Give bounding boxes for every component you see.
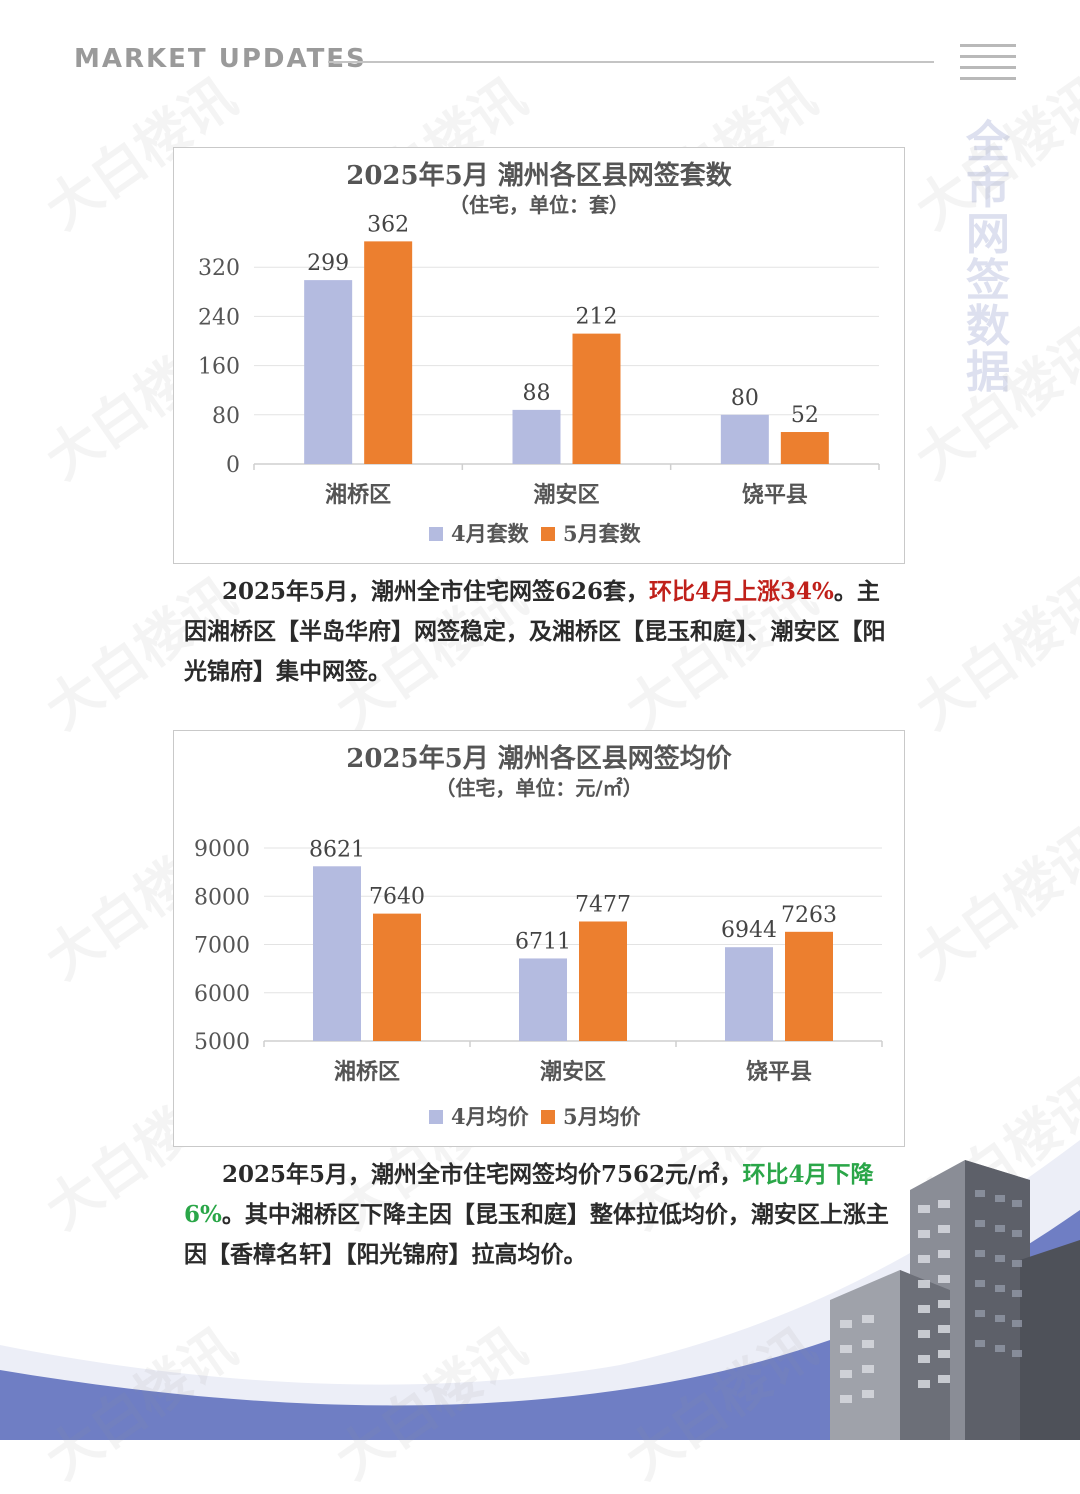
- data-label: 52: [791, 403, 819, 428]
- bar-may: [780, 432, 829, 464]
- legend-label: 5月均价: [563, 1104, 642, 1129]
- y-tick-label: 9000: [194, 837, 250, 862]
- y-tick-label: 240: [198, 305, 240, 330]
- data-label: 7263: [781, 903, 837, 928]
- y-tick-label: 6000: [194, 982, 250, 1007]
- category-label: 潮安区: [540, 1059, 606, 1085]
- y-tick-label: 160: [198, 355, 240, 380]
- bar-april: [304, 280, 353, 464]
- bar-may: [579, 921, 627, 1041]
- y-tick-label: 7000: [194, 934, 250, 959]
- legend-label: 5月套数: [563, 521, 642, 546]
- data-label: 362: [367, 212, 409, 237]
- chart-title: 2025年5月 潮州各区县网签均价: [346, 743, 733, 774]
- chart-count-svg: 2025年5月 潮州各区县网签套数（住宅，单位：套） 0 80 160 240 320 29…: [198, 160, 880, 546]
- building-illustration: [830, 1160, 1080, 1440]
- data-label: 7477: [575, 892, 631, 917]
- bar-april: [512, 409, 561, 464]
- category-label: 饶平县: [746, 1059, 812, 1085]
- legend-label: 4月均价: [451, 1104, 530, 1129]
- data-label: 212: [576, 305, 618, 330]
- y-tick-label: 5000: [194, 1030, 250, 1055]
- data-label: 6711: [515, 929, 571, 954]
- bar-may: [572, 333, 621, 464]
- chart-subtitle: （住宅，单位：元/㎡）: [435, 776, 642, 800]
- category-label: 湘桥区: [325, 482, 391, 508]
- data-label: 8621: [309, 837, 365, 862]
- summary-lead: 2025年5月，潮州全市住宅网签626套，: [222, 578, 650, 605]
- background-wave: [0, 1140, 1080, 1440]
- legend-swatch: [429, 527, 443, 541]
- chart-title: 2025年5月 潮州各区县网签套数: [346, 160, 733, 191]
- hamburger-menu-icon[interactable]: [960, 44, 1016, 80]
- y-tick-label: 8000: [194, 885, 250, 910]
- bar-april: [725, 947, 773, 1041]
- y-tick-label: 320: [198, 256, 240, 281]
- summary-highlight-down: 环比4月下降6%: [184, 1161, 874, 1228]
- legend-swatch: [429, 1110, 443, 1124]
- category-label: 潮安区: [533, 482, 599, 508]
- summary-highlight-up: 环比4月上涨34%: [649, 578, 834, 605]
- summary-rest: 。其中湘桥区下降主因【昆玉和庭】整体拉低均价，潮安区上涨主因【香樟名轩】【阳光锦…: [184, 1201, 889, 1268]
- bar-may: [785, 931, 833, 1041]
- bar-april: [313, 866, 361, 1041]
- header-title: MARKET UPDATES: [74, 44, 367, 74]
- category-label: 饶平县: [742, 482, 808, 508]
- chart-subtitle: （住宅，单位：套）: [449, 193, 629, 217]
- summary-paragraph-price: 2025年5月，潮州全市住宅网签均价7562元/㎡，环比4月下降6%。其中湘桥区…: [184, 1155, 900, 1275]
- bar-may: [364, 241, 413, 464]
- data-label: 7640: [369, 885, 425, 910]
- y-tick-label: 80: [212, 404, 240, 429]
- data-label: 6944: [721, 918, 777, 943]
- data-label: 299: [307, 251, 349, 276]
- summary-paragraph-count: 2025年5月，潮州全市住宅网签626套，环比4月上涨34%。主因湘桥区【半岛华…: [184, 572, 900, 692]
- legend-label: 4月套数: [451, 521, 530, 546]
- summary-rest: 。主因湘桥区【半岛华府】网签稳定，及湘桥区【昆玉和庭】、潮安区【阳光锦府】集中网…: [184, 578, 886, 685]
- chart-count: 2025年5月 潮州各区县网签套数 （住宅，单位：套） 0 80 160 240 320 29…: [173, 147, 905, 564]
- chart-price: 2025年5月 潮州各区县网签均价 （住宅，单位：元/㎡） 5000 6000 7000…: [173, 730, 905, 1147]
- bar-may: [373, 913, 421, 1041]
- legend-swatch: [541, 1110, 555, 1124]
- chart-price-svg: 2025年5月 潮州各区县网签均价（住宅，单位：元/㎡） 5000 6000 7000…: [194, 743, 883, 1129]
- data-label: 80: [731, 386, 759, 411]
- y-tick-label: 0: [226, 453, 240, 478]
- legend-swatch: [541, 527, 555, 541]
- bar-april: [720, 414, 769, 464]
- side-title: 全市网签数据: [966, 117, 1010, 398]
- header-divider: [328, 61, 934, 63]
- bar-april: [519, 958, 567, 1041]
- summary-lead: 2025年5月，潮州全市住宅网签均价7562元/㎡，: [222, 1161, 743, 1188]
- category-label: 湘桥区: [334, 1059, 400, 1085]
- data-label: 88: [523, 381, 551, 406]
